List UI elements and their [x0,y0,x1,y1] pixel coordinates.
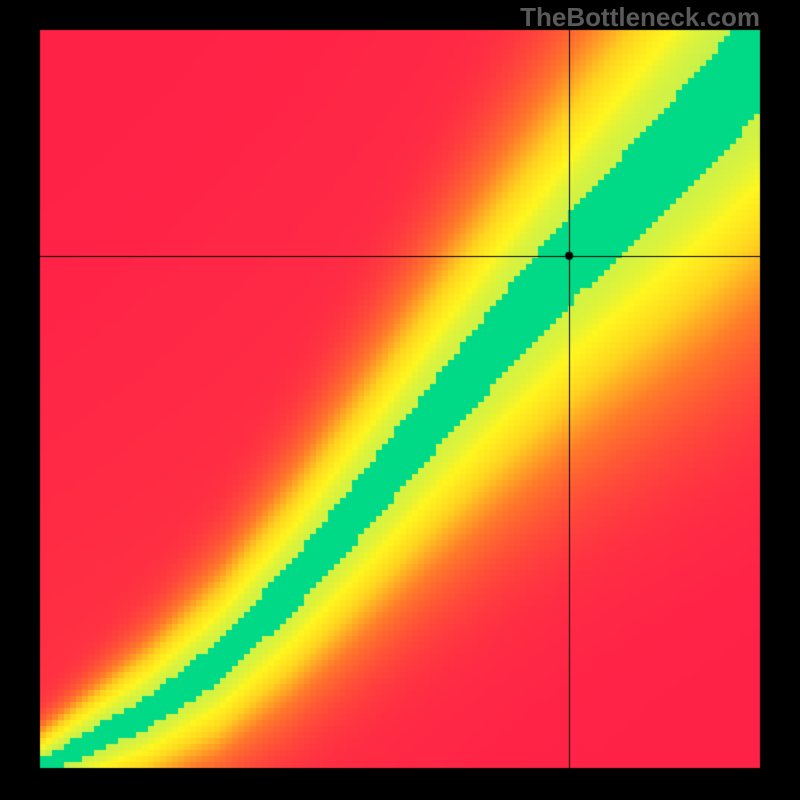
watermark-text: TheBottleneck.com [520,2,760,33]
chart-container: TheBottleneck.com [0,0,800,800]
bottleneck-heatmap [0,0,800,800]
